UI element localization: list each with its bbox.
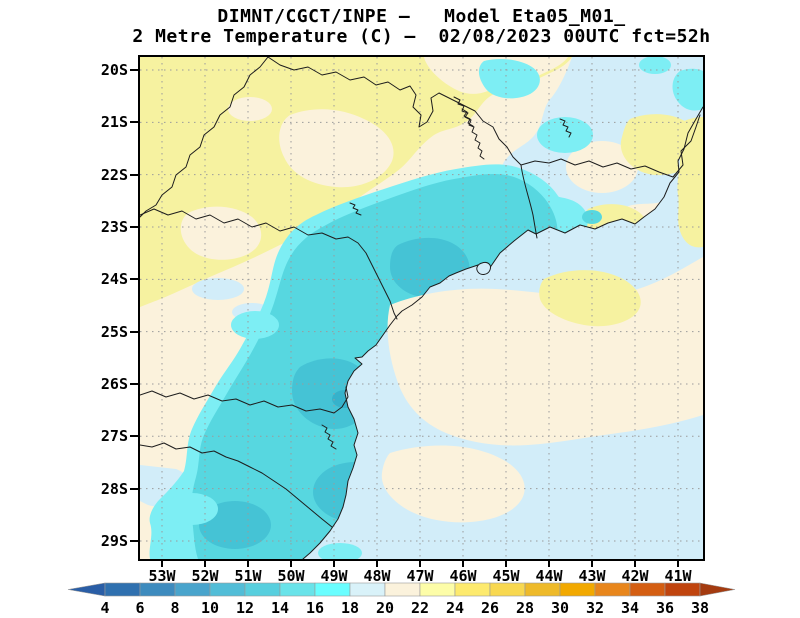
lon-tick-label: 51W (234, 567, 262, 585)
colorbar-tick-value: 14 (271, 599, 289, 617)
coastline (302, 106, 703, 559)
colorbar-segment (454, 582, 491, 597)
lon-tick-label: 42W (621, 567, 649, 585)
colorbar-tick-value: 32 (586, 599, 604, 617)
lon-tick-mark (591, 561, 593, 567)
lon-tick-label: 44W (535, 567, 563, 585)
title-line-1: DIMNT/CGCT/INPE – Model Eta05_M01_ (217, 6, 626, 27)
lon-tick-mark (376, 561, 378, 567)
lat-tick-label: 20S (100, 61, 128, 79)
lat-tick-mark (130, 173, 140, 176)
colorbar-tick-value: 18 (341, 599, 359, 617)
colorbar-tick-value: 24 (446, 599, 464, 617)
lon-tick-label: 43W (578, 567, 606, 585)
colorbar-segment (629, 582, 666, 597)
colorbar-segment (384, 582, 421, 597)
lon-tick-mark (677, 561, 679, 567)
colorbar-segment (139, 582, 176, 597)
lat-tick-label: 21S (100, 113, 128, 132)
map-frame (138, 55, 705, 561)
lat-tick-mark (130, 487, 140, 490)
colorbar-segment (524, 582, 561, 597)
lat-tick-mark (130, 435, 140, 438)
lat-tick-label: 24S (100, 270, 128, 289)
lon-tick-label: 46W (449, 567, 477, 585)
temperature-map (140, 57, 703, 559)
state-borders (140, 57, 701, 528)
colorbar-below-min-arrow (67, 582, 106, 597)
lat-tick-mark (130, 382, 140, 385)
colorbar-tick-value: 16 (306, 599, 324, 617)
colorbar-tick-value: 26 (481, 599, 499, 617)
lat-tick-mark (130, 278, 140, 281)
region-ocean-cream-south (381, 445, 525, 523)
colorbar-tick-value: 22 (411, 599, 429, 617)
lat-tick-label: 26S (100, 374, 128, 393)
reservoirs-and-lagoons (321, 96, 572, 450)
colorbar-tick-value: 8 (170, 599, 179, 617)
lon-tick-mark (290, 561, 292, 567)
lon-tick-mark (247, 561, 249, 567)
colorbar-tick-value: 12 (236, 599, 254, 617)
colorbar-segment (279, 582, 316, 597)
colorbar-tick-value: 38 (691, 599, 709, 617)
colorbar-tick-value: 36 (656, 599, 674, 617)
lon-tick-label: 41W (664, 567, 692, 585)
colorbar-tick-value: 20 (376, 599, 394, 617)
colorbar-segment (594, 582, 631, 597)
title-line-2: 2 Metre Temperature (C) – 02/08/2023 00U… (132, 26, 711, 47)
lon-tick-mark (462, 561, 464, 567)
colorbar-tick-value: 10 (201, 599, 219, 617)
region-ocean-cyan-spot (318, 543, 362, 559)
colorbar-segment (664, 582, 701, 597)
colorbar-tick-value: 6 (135, 599, 144, 617)
lat-tick-label: 29S (100, 531, 128, 550)
lat-tick-mark (130, 225, 140, 228)
lon-tick-mark (161, 561, 163, 567)
colorbar-segment (174, 582, 211, 597)
lat-tick-label: 28S (100, 479, 128, 498)
lon-tick-label: 50W (277, 567, 305, 585)
lat-tick-mark (130, 539, 140, 542)
lon-tick-label: 45W (492, 567, 520, 585)
colorbar-segment (314, 582, 351, 597)
lon-tick-label: 52W (191, 567, 219, 585)
colorbar-segment (419, 582, 456, 597)
lat-tick-label: 22S (100, 165, 128, 184)
colorbar-segment (244, 582, 281, 597)
cream-patches-over-yellow (180, 57, 568, 260)
colorbar-tick-value: 30 (551, 599, 569, 617)
lon-tick-mark (333, 561, 335, 567)
colorbar-segment (559, 582, 596, 597)
lon-tick-label: 47W (406, 567, 434, 585)
colorbar-tick-value: 28 (516, 599, 534, 617)
ocean-temperature-regions (303, 107, 703, 559)
colorbar-above-max-arrow (699, 582, 736, 597)
colorbar-segment (209, 582, 246, 597)
temperature-colorbar: 4 6 8 10 12 14 16 18 20 22 24 26 28 30 32 34 36 38 (67, 582, 736, 617)
lat-tick-mark (130, 121, 140, 124)
lat-tick-label: 23S (100, 217, 128, 236)
colorbar-segment (349, 582, 386, 597)
lon-tick-label: 49W (320, 567, 348, 585)
lon-tick-mark (505, 561, 507, 567)
lon-tick-label: 48W (363, 567, 391, 585)
lon-tick-mark (419, 561, 421, 567)
lon-tick-mark (548, 561, 550, 567)
lat-tick-label: 27S (100, 427, 128, 446)
region-ocean-yellow-patch (539, 270, 641, 327)
lat-tick-mark (130, 69, 140, 71)
colorbar-tick-value: 4 (100, 599, 109, 617)
lon-tick-label: 53W (148, 567, 176, 585)
colorbar-tick-value: 34 (621, 599, 639, 617)
lon-tick-mark (634, 561, 636, 567)
colorbar-segment (489, 582, 526, 597)
graticule-gridlines (140, 57, 703, 559)
lat-tick-label: 25S (100, 322, 128, 341)
lon-tick-mark (204, 561, 206, 567)
region-ocean-warm-strip-east (677, 117, 703, 248)
colorbar-segment (104, 582, 141, 597)
lat-tick-mark (130, 330, 140, 333)
